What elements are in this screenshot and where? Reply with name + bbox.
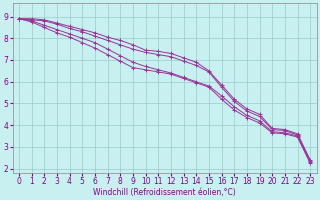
X-axis label: Windchill (Refroidissement éolien,°C): Windchill (Refroidissement éolien,°C): [93, 188, 236, 197]
